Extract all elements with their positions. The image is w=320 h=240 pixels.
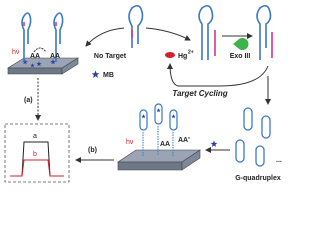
mb-icon <box>210 140 218 148</box>
label: Exo III <box>230 53 251 60</box>
arrow <box>167 63 269 87</box>
label: MB <box>103 72 114 79</box>
diagram: hν AA AA (a) a b No Target MB Hg 2+ Exo … <box>4 4 282 183</box>
label: No Target <box>94 53 127 60</box>
mb-icon <box>91 70 100 78</box>
hg-icon <box>165 52 175 58</box>
arrow <box>145 27 191 41</box>
label: hν <box>126 139 134 146</box>
label: AA <box>50 53 60 60</box>
label: AA <box>30 53 40 60</box>
label: AA' <box>178 137 190 144</box>
peak-a <box>10 141 64 177</box>
hairpin <box>256 4 272 60</box>
label: ... <box>276 157 282 164</box>
label: 2+ <box>188 49 194 55</box>
label: G-quadruplex <box>235 175 281 182</box>
hairpin <box>128 4 144 48</box>
electrode-top <box>6 12 80 75</box>
label: a <box>33 133 37 140</box>
exo-icon <box>233 37 249 50</box>
label: Hg <box>178 53 187 60</box>
label: Target Cycling <box>172 89 227 98</box>
electrode-bottom <box>117 103 201 171</box>
label: b <box>33 151 37 158</box>
label: (b) <box>88 147 97 154</box>
label: (a) <box>24 97 33 104</box>
arrow <box>85 27 125 47</box>
g-quadruplex <box>235 107 271 167</box>
peak-b <box>10 159 64 177</box>
label: hν <box>12 49 20 56</box>
signal-box <box>4 123 70 183</box>
label: AA <box>160 141 170 148</box>
duplex <box>198 4 214 60</box>
